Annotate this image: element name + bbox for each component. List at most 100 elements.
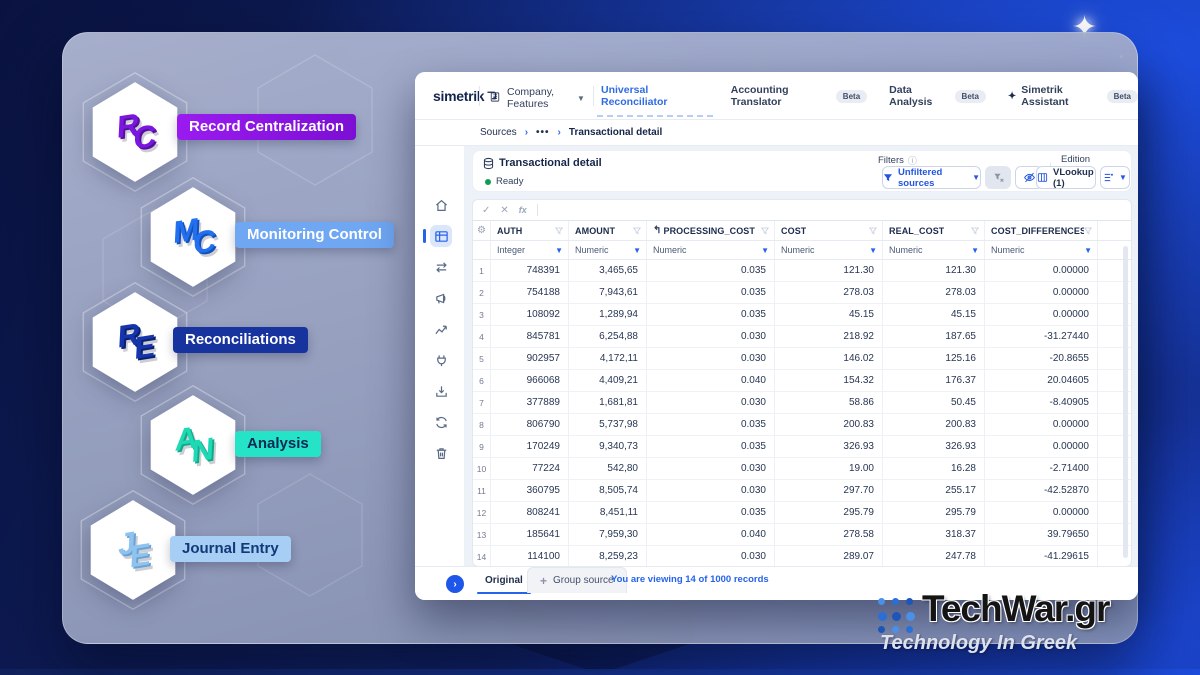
table-cell[interactable]: 0.035 — [647, 436, 775, 457]
table-cell[interactable]: 278.03 — [883, 282, 985, 303]
table-cell[interactable]: 247.78 — [883, 546, 985, 566]
type-select-real_cost[interactable]: Numeric ▼ — [883, 241, 985, 259]
table-cell[interactable]: 45.15 — [775, 304, 883, 325]
table-cell[interactable]: 360795 — [491, 480, 569, 501]
table-cell[interactable]: 0.035 — [647, 502, 775, 523]
table-cell[interactable]: 8,505,74 — [569, 480, 647, 501]
table-cell[interactable]: 0.030 — [647, 348, 775, 369]
tab-original[interactable]: Original — [475, 567, 533, 594]
cancel-icon[interactable]: ✕ — [500, 204, 509, 216]
table-cell[interactable]: 8,259,23 — [569, 546, 647, 566]
vertical-scrollbar[interactable] — [1123, 246, 1128, 558]
home-icon[interactable] — [430, 194, 452, 216]
row-number[interactable]: 8 — [473, 414, 491, 435]
workspace-selector[interactable]: Company, Features ▼ — [489, 86, 589, 110]
monitoring-icon[interactable] — [430, 318, 452, 340]
table-cell[interactable]: 754188 — [491, 282, 569, 303]
table-cell[interactable]: 170249 — [491, 436, 569, 457]
table-cell[interactable]: -41.29615 — [985, 546, 1098, 566]
table-cell[interactable]: 4,172,11 — [569, 348, 647, 369]
vlookup-button[interactable]: VLookup (1) — [1036, 166, 1096, 189]
table-cell[interactable]: 200.83 — [775, 414, 883, 435]
table-cell[interactable]: -2.71400 — [985, 458, 1098, 479]
table-cell[interactable]: 0.035 — [647, 282, 775, 303]
table-cell[interactable]: 326.93 — [883, 436, 985, 457]
table-cell[interactable]: 902957 — [491, 348, 569, 369]
table-cell[interactable]: 125.16 — [883, 348, 985, 369]
table-cell[interactable]: 187.65 — [883, 326, 985, 347]
data-table-icon[interactable] — [423, 225, 452, 247]
table-cell[interactable]: 845781 — [491, 326, 569, 347]
tab-accounting-translator[interactable]: Accounting Translator Beta — [731, 72, 868, 120]
table-cell[interactable]: 295.79 — [883, 502, 985, 523]
swap-columns-icon[interactable] — [430, 256, 452, 278]
row-number[interactable]: 7 — [473, 392, 491, 413]
row-number[interactable]: 11 — [473, 480, 491, 501]
table-cell[interactable]: 0.030 — [647, 480, 775, 501]
table-cell[interactable]: 0.030 — [647, 546, 775, 566]
table-cell[interactable]: 176.37 — [883, 370, 985, 391]
type-select-cost[interactable]: Numeric ▼ — [775, 241, 883, 259]
table-cell[interactable]: 16.28 — [883, 458, 985, 479]
table-cell[interactable]: 0.00000 — [985, 304, 1098, 325]
row-number[interactable]: 5 — [473, 348, 491, 369]
row-number[interactable]: 12 — [473, 502, 491, 523]
table-cell[interactable]: 278.58 — [775, 524, 883, 545]
table-cell[interactable]: 542,80 — [569, 458, 647, 479]
column-header-real_cost[interactable]: REAL_COST — [883, 221, 985, 240]
table-cell[interactable]: -31.27440 — [985, 326, 1098, 347]
breadcrumb-sources[interactable]: Sources — [480, 127, 517, 138]
table-cell[interactable]: 3,465,65 — [569, 260, 647, 281]
table-cell[interactable]: 4,409,21 — [569, 370, 647, 391]
table-cell[interactable]: 0.035 — [647, 304, 775, 325]
row-number[interactable]: 2 — [473, 282, 491, 303]
table-cell[interactable]: 108092 — [491, 304, 569, 325]
table-cell[interactable]: 200.83 — [883, 414, 985, 435]
table-cell[interactable]: 0.035 — [647, 260, 775, 281]
table-cell[interactable]: 154.32 — [775, 370, 883, 391]
table-cell[interactable]: 255.17 — [883, 480, 985, 501]
table-cell[interactable]: 0.00000 — [985, 282, 1098, 303]
tab-group-source[interactable]: + Group source — [527, 567, 627, 593]
edition-menu-button[interactable]: ▼ — [1100, 166, 1130, 189]
table-cell[interactable]: 0.00000 — [985, 260, 1098, 281]
table-cell[interactable]: 1,289,94 — [569, 304, 647, 325]
table-cell[interactable]: -8.40905 — [985, 392, 1098, 413]
row-number[interactable]: 10 — [473, 458, 491, 479]
table-cell[interactable]: 326.93 — [775, 436, 883, 457]
row-number[interactable]: 1 — [473, 260, 491, 281]
table-cell[interactable]: 0.035 — [647, 414, 775, 435]
expand-button[interactable]: › — [446, 575, 464, 593]
table-cell[interactable]: 114100 — [491, 546, 569, 566]
column-header-cost_differences[interactable]: COST_DIFFERENCES — [985, 221, 1098, 240]
table-cell[interactable]: 0.00000 — [985, 436, 1098, 457]
type-select-auth[interactable]: Integer ▼ — [491, 241, 569, 259]
table-cell[interactable]: 19.00 — [775, 458, 883, 479]
table-cell[interactable]: 185641 — [491, 524, 569, 545]
table-cell[interactable]: 50.45 — [883, 392, 985, 413]
table-cell[interactable]: 0.00000 — [985, 414, 1098, 435]
table-cell[interactable]: 966068 — [491, 370, 569, 391]
table-cell[interactable]: 0.040 — [647, 370, 775, 391]
table-cell[interactable]: 0.030 — [647, 392, 775, 413]
fx-icon[interactable]: fx — [518, 205, 527, 215]
confirm-icon[interactable]: ✓ — [482, 204, 491, 216]
type-select-amount[interactable]: Numeric ▼ — [569, 241, 647, 259]
table-cell[interactable]: 58.86 — [775, 392, 883, 413]
row-number[interactable]: 3 — [473, 304, 491, 325]
table-cell[interactable]: 9,340,73 — [569, 436, 647, 457]
table-cell[interactable]: 77224 — [491, 458, 569, 479]
table-cell[interactable]: 5,737,98 — [569, 414, 647, 435]
table-cell[interactable]: 278.03 — [775, 282, 883, 303]
tab-universal-reconciliator[interactable]: Universal Reconciliator — [597, 72, 713, 120]
table-cell[interactable]: 0.030 — [647, 326, 775, 347]
table-cell[interactable]: 0.030 — [647, 458, 775, 479]
table-cell[interactable]: 8,451,11 — [569, 502, 647, 523]
connector-icon[interactable] — [430, 349, 452, 371]
row-number[interactable]: 9 — [473, 436, 491, 457]
type-select-cost_differences[interactable]: Numeric ▼ — [985, 241, 1098, 259]
table-cell[interactable]: 0.00000 — [985, 502, 1098, 523]
column-header-amount[interactable]: AMOUNT — [569, 221, 647, 240]
table-cell[interactable]: 1,681,81 — [569, 392, 647, 413]
breadcrumb-collapsed[interactable]: ••• — [536, 127, 550, 138]
